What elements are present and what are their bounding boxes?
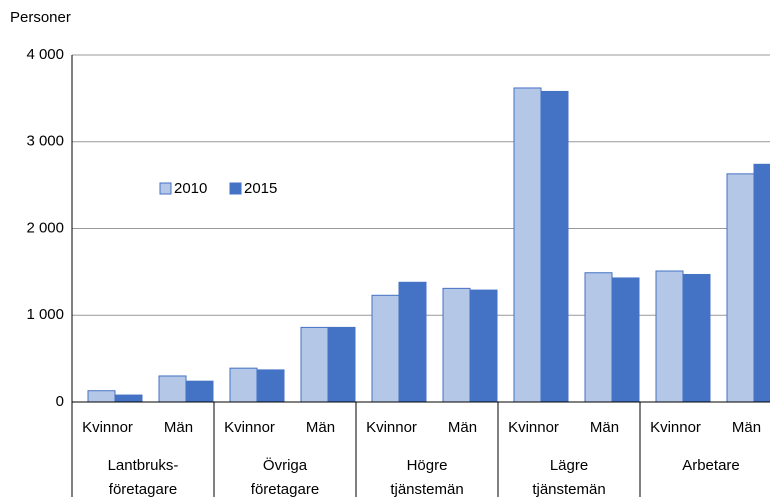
bar — [158, 375, 187, 403]
x-tick-label: Kvinnor — [366, 419, 417, 436]
group-label: tjänstemän — [390, 481, 463, 497]
group-label: tjänstemän — [532, 481, 605, 497]
bar — [327, 326, 356, 403]
x-tick-label: Män — [732, 419, 761, 436]
bar — [469, 289, 498, 403]
bar — [300, 326, 329, 403]
group-label: företagare — [251, 481, 319, 497]
bar — [398, 281, 427, 403]
bar — [114, 394, 143, 403]
bar — [753, 163, 770, 403]
x-tick-label: Män — [448, 419, 477, 436]
y-tick-label: 4 000 — [26, 46, 64, 63]
y-tick-label: 3 000 — [26, 133, 64, 150]
bar — [513, 87, 542, 403]
bar — [540, 90, 569, 403]
group-label: Lantbruks- — [108, 457, 179, 474]
y-tick-label: 0 — [56, 393, 64, 410]
bar — [229, 367, 258, 403]
legend-swatch — [229, 182, 242, 195]
x-tick-label: Män — [590, 419, 619, 436]
bar — [442, 287, 471, 403]
bar — [256, 369, 285, 403]
x-tick-label: Kvinnor — [224, 419, 275, 436]
group-label: Högre — [407, 457, 448, 474]
y-axis-label: Personer — [10, 9, 71, 26]
bar — [371, 294, 400, 403]
x-tick-label: Kvinnor — [82, 419, 133, 436]
group-label: företagare — [109, 481, 177, 497]
group-label: Arbetare — [682, 457, 740, 474]
bar — [655, 270, 684, 403]
bar — [726, 173, 755, 403]
bar — [584, 272, 613, 403]
legend-label: 2010 — [174, 180, 207, 197]
x-tick-label: Män — [164, 419, 193, 436]
x-tick-label: Kvinnor — [650, 419, 701, 436]
x-tick-label: Kvinnor — [508, 419, 559, 436]
legend-swatch — [159, 182, 172, 195]
group-label: Övriga — [263, 456, 308, 474]
group-label: Lägre — [550, 457, 588, 474]
bar — [682, 273, 711, 403]
bar — [185, 380, 214, 403]
x-tick-label: Män — [306, 419, 335, 436]
bar — [611, 277, 640, 403]
y-tick-label: 1 000 — [26, 306, 64, 323]
bar — [87, 390, 116, 403]
y-tick-label: 2 000 — [26, 219, 64, 236]
legend-label: 2015 — [244, 180, 277, 197]
